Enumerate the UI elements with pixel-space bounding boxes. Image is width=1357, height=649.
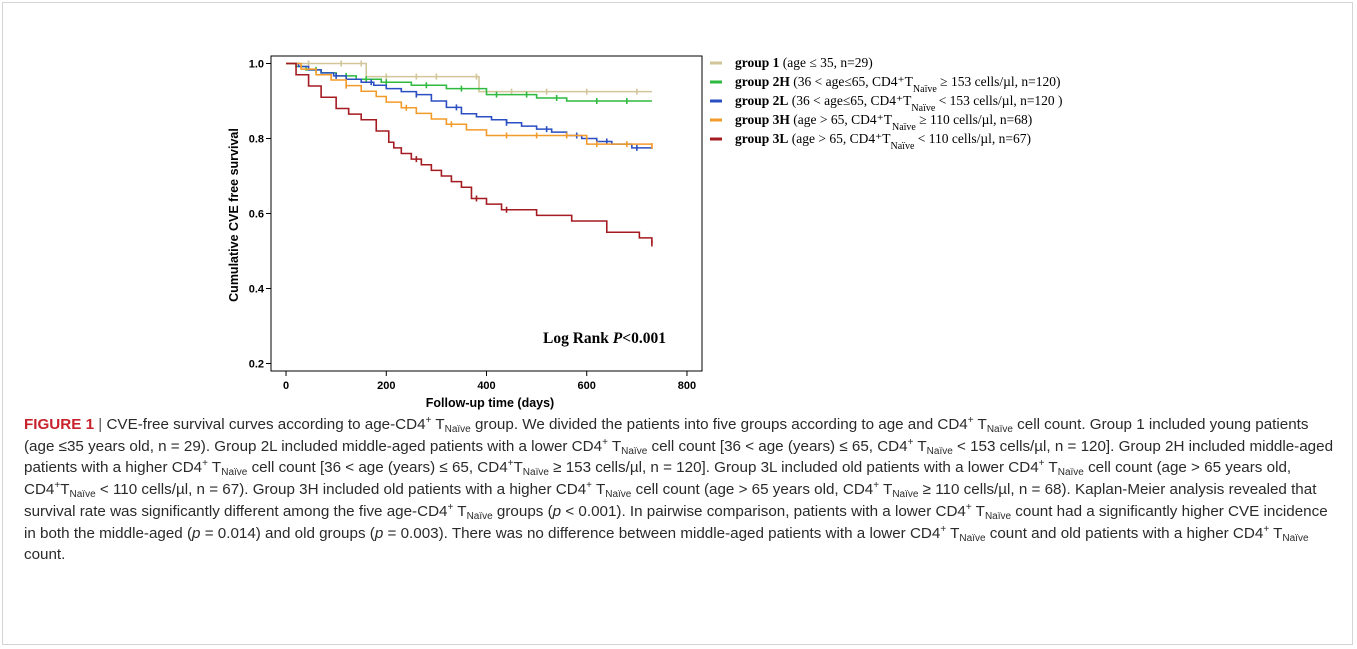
legend-label-group-3h: group 3H (age > 65, CD4⁺TNaïve ≥ 110 cel…	[735, 112, 1032, 133]
legend-label-group-2l: group 2L (36 < age≤65, CD4⁺TNaïve < 153 …	[735, 93, 1063, 114]
series-line-group-3l	[286, 62, 653, 244]
legend-label-group-2h: group 2H (36 < age≤65, CD4⁺TNaïve ≥ 153 …	[735, 74, 1060, 95]
legend-label-group-3l: group 3L (age > 65, CD4⁺TNaïve < 110 cel…	[735, 131, 1031, 152]
x-tick-label: 400	[477, 380, 495, 392]
y-tick-label: 0.2	[249, 359, 264, 371]
caption-separator: |	[98, 416, 103, 433]
series-line-group-2l	[286, 62, 653, 149]
axes: 0 200 400 600 800 0.2 0.4 0.6 0.8 1.0	[249, 55, 703, 392]
caption-text: CVE-free survival curves according to ag…	[24, 415, 1334, 564]
legend-label-group-1: group 1 (age ≤ 35, n=29)	[735, 55, 873, 70]
x-axis-label: Follow-up time (days)	[426, 396, 554, 410]
y-axis-label: Cumulative CVE free survival	[227, 128, 241, 302]
x-tick-label: 200	[377, 380, 395, 392]
x-tick-label: 800	[678, 380, 696, 392]
legend: group 1 (age ≤ 35, n=29) group 2H (36 < a…	[710, 55, 1063, 152]
figure-caption: FIGURE 1 | CVE-free survival curves acco…	[24, 414, 1342, 566]
y-tick-label: 1.0	[249, 59, 264, 71]
y-tick-label: 0.4	[249, 284, 265, 296]
series-line-group-2h	[286, 62, 652, 102]
y-tick-label: 0.6	[249, 209, 264, 221]
series-lines	[286, 60, 653, 247]
log-rank-annotation: Log Rank P<0.001	[543, 330, 666, 347]
y-tick-label: 0.8	[249, 134, 264, 146]
x-tick-label: 600	[578, 380, 596, 392]
series-line-group-1	[286, 62, 652, 93]
figure-label: FIGURE 1	[24, 416, 95, 433]
x-tick-label: 0	[283, 380, 289, 392]
series-line-group-3h	[286, 62, 653, 146]
survival-chart: 0 200 400 600 800 0.2 0.4 0.6 0.8 1.0 group 1 (ag…	[227, 55, 1063, 410]
